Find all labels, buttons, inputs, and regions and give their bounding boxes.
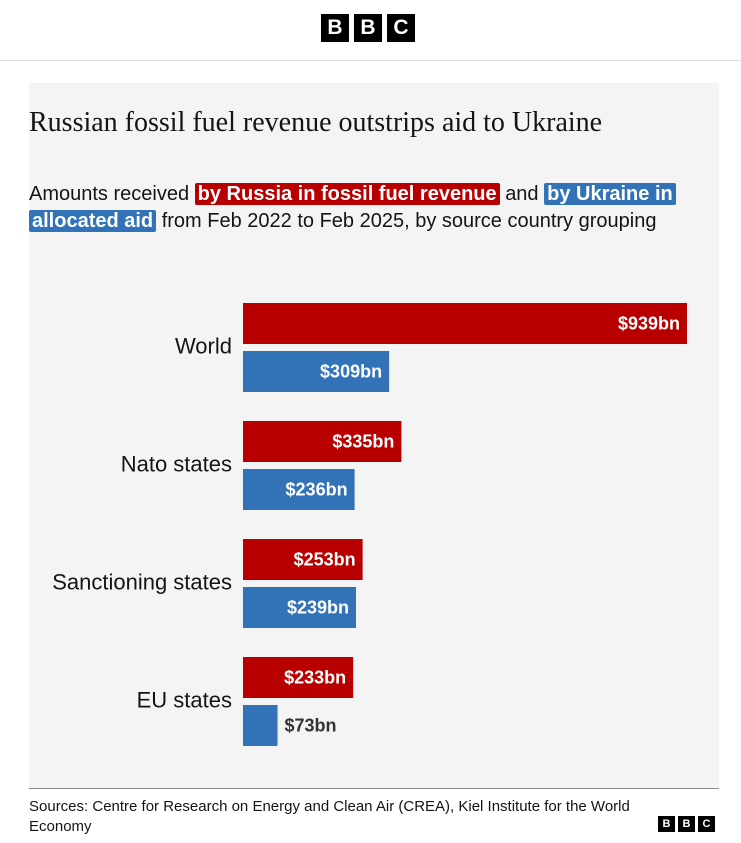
footer-rule <box>29 788 719 789</box>
bar <box>243 587 357 628</box>
bar <box>243 303 687 344</box>
category-label: World <box>175 333 232 358</box>
bar <box>243 469 355 510</box>
logo-letter: B <box>658 816 675 832</box>
bar <box>243 657 354 698</box>
logo-letter: B <box>321 14 349 42</box>
logo-letter: C <box>698 816 715 832</box>
value-label: $253bn <box>294 549 356 569</box>
category-label: Sanctioning states <box>52 569 232 594</box>
bar <box>243 705 278 746</box>
value-label: $239bn <box>287 597 349 617</box>
chart-subtitle: Amounts received by Russia in fossil fue… <box>29 181 699 235</box>
category-label: EU states <box>137 687 232 712</box>
series-highlight: by Russia in fossil fuel revenue <box>194 183 500 205</box>
value-label: $335bn <box>332 431 394 451</box>
logo-letter: B <box>678 816 695 832</box>
source-note: Sources: Centre for Research on Energy a… <box>29 798 630 835</box>
value-label: $236bn <box>286 479 348 499</box>
value-label: $73bn <box>285 715 337 735</box>
subtitle-text: from Feb 2022 to Feb 2025, by source cou… <box>161 210 657 232</box>
logo-letter: C <box>387 14 415 42</box>
subtitle-text: Amounts received <box>29 183 190 205</box>
bar <box>243 351 390 392</box>
logo-letter: B <box>354 14 382 42</box>
value-label: $233bn <box>284 667 346 687</box>
header-rule <box>0 60 741 61</box>
bar <box>243 421 402 462</box>
value-label: $309bn <box>320 361 382 381</box>
category-label: Nato states <box>121 451 232 476</box>
value-label: $939bn <box>618 313 680 333</box>
subtitle-text: and <box>505 183 539 205</box>
chart: World $939bn $309bn Nato states $335bn $236bn… <box>52 303 687 746</box>
bar <box>243 539 363 580</box>
bbc-logo: B B C <box>658 816 715 832</box>
bbc-logo[interactable]: B B C <box>321 14 415 42</box>
chart-title: Russian fossil fuel revenue outstrips ai… <box>29 107 603 138</box>
